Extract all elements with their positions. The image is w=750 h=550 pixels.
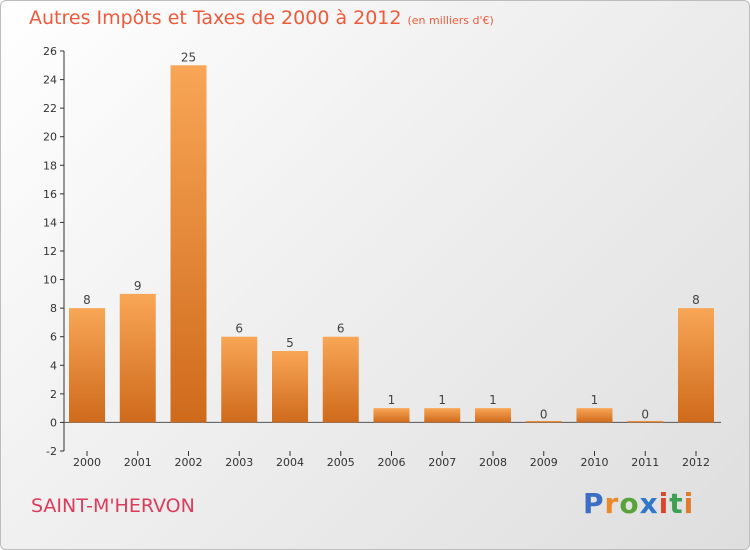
x-tick-label: 2010 [581,456,609,469]
bar [424,408,461,423]
data-label: 1 [591,393,599,407]
brand-letter: x [639,487,659,520]
x-tick-label: 2005 [327,456,355,469]
y-tick-label: 0 [50,416,57,429]
y-tick-label: 4 [50,359,57,372]
y-tick-label: 26 [43,45,57,58]
y-tick-label: 6 [50,331,57,344]
brand-letter: i [658,487,670,520]
brand-letter: P [583,487,605,520]
data-label: 1 [489,393,497,407]
data-label: 6 [337,322,345,336]
x-tick-label: 2003 [225,456,253,469]
bar [221,336,258,423]
bar [576,408,613,423]
x-tick-label: 2002 [175,456,203,469]
chart-subtitle: (en milliers d'€) [407,14,494,27]
bar [678,308,714,423]
bar [69,308,105,423]
data-label: 0 [641,407,649,421]
bar [525,420,562,423]
y-tick-label: 14 [43,216,57,229]
data-label: 1 [438,393,446,407]
y-tick-label: 18 [43,159,57,172]
y-tick-label: 24 [43,74,57,87]
chart-title: Autres Impôts et Taxes de 2000 à 2012 (en… [29,7,494,29]
brand-letter: i [683,487,695,520]
y-tick-label: 2 [50,388,57,401]
x-tick-label: 2009 [530,456,558,469]
data-label: 8 [692,293,700,307]
data-label: 1 [388,393,396,407]
bar [322,336,359,423]
data-label: 9 [134,279,142,293]
y-tick-label: -2 [46,445,57,458]
brand-letter: o [619,487,640,520]
y-tick-label: 10 [43,274,57,287]
x-tick-label: 2000 [73,456,101,469]
title-text: Autres Impôts et Taxes de 2000 à 2012 [29,7,402,29]
x-tick-label: 2011 [631,456,659,469]
y-tick-label: 20 [43,131,57,144]
commune-name: SAINT-M'HERVON [31,495,195,517]
y-tick-label: 8 [50,302,57,315]
data-label: 6 [235,322,243,336]
x-tick-label: 2007 [428,456,456,469]
data-label: 0 [540,407,548,421]
bar [272,351,308,423]
brand-letter: r [604,487,620,520]
x-tick-label: 2004 [276,456,304,469]
x-tick-label: 2006 [378,456,406,469]
proxiti-logo[interactable]: Proxiti [583,487,694,520]
bar [627,420,664,423]
bar [475,408,511,423]
bar [119,293,156,423]
brand-letter: t [669,487,684,520]
data-label: 5 [286,336,294,350]
x-tick-label: 2012 [682,456,710,469]
x-tick-label: 2001 [124,456,152,469]
data-label: 25 [181,50,196,64]
y-tick-label: 16 [43,188,57,201]
data-label: 8 [83,293,91,307]
bar [373,408,410,423]
y-tick-label: 22 [43,102,57,115]
y-tick-label: 12 [43,245,57,258]
x-tick-label: 2008 [479,456,507,469]
bar [170,65,207,423]
